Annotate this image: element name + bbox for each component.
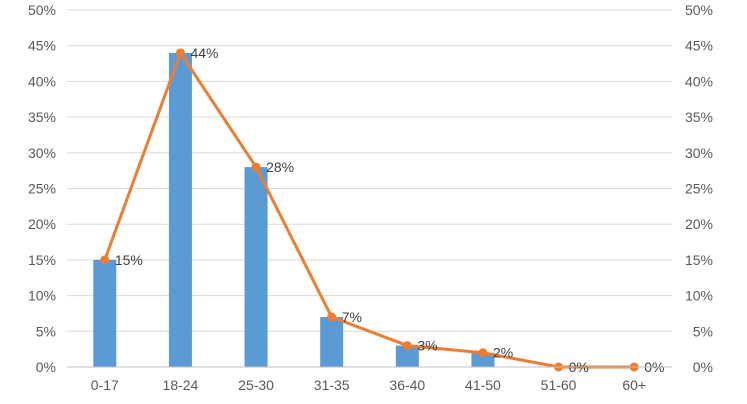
y-tick-label-right: 25% [685,181,713,197]
bar [244,167,268,367]
y-tick-label-left: 15% [28,252,56,268]
y-tick-label-left: 30% [28,145,56,161]
y-tick-label-right: 5% [693,323,713,339]
bar [93,259,117,367]
y-tick-label-right: 50% [685,2,713,18]
line-point [175,48,185,58]
y-tick-label-right: 15% [685,252,713,268]
x-tick-label: 18-24 [163,377,199,393]
x-tick-label: 25-30 [238,377,274,393]
line-point [251,162,261,172]
data-label: 7% [342,309,362,325]
x-tick-label: 0-17 [91,377,119,393]
y-tick-label-left: 40% [28,73,56,89]
line-point [478,348,488,358]
y-tick-label-left: 5% [36,323,56,339]
y-tick-label-right: 30% [685,145,713,161]
data-label: 28% [266,159,294,175]
line-point [402,341,412,351]
y-tick-label-left: 35% [28,109,56,125]
y-tick-label-right: 20% [685,216,713,232]
series-line [103,51,636,369]
x-tick-label: 51-60 [541,377,577,393]
y-tick-label-right: 0% [693,359,713,375]
y-tick-label-left: 50% [28,2,56,18]
y-axis-left: 0% 5% 10% 15% 20% 25% 30% 35% 40% 45% 50% [28,2,56,375]
y-axis-right: 0% 5% 10% 15% 20% 25% 30% 35% 40% 45% 50% [685,2,713,375]
x-tick-label: 31-35 [314,377,350,393]
bar-series [93,52,495,368]
bar [471,352,495,367]
y-tick-label-right: 40% [685,73,713,89]
y-tick-label-left: 20% [28,216,56,232]
bar [320,317,344,367]
line-point [100,255,110,265]
y-tick-label-left: 25% [28,181,56,197]
y-tick-label-right: 45% [685,38,713,54]
line-point [327,312,337,322]
x-tick-label: 36-40 [389,377,425,393]
y-tick-label-left: 0% [36,359,56,375]
data-labels: 15%44%28%7%3% 2%0% 0% [115,45,665,375]
y-tick-label-left: 45% [28,38,56,54]
x-axis: 0-17 18-24 25-30 31-35 36-40 41-50 51-60 60+ [67,366,672,393]
x-tick-label: 41-50 [465,377,501,393]
y-tick-label-right: 35% [685,109,713,125]
y-tick-label-left: 10% [28,288,56,304]
bar [395,345,419,367]
data-label: 2% [493,345,513,361]
bar [168,52,192,368]
y-tick-label-right: 10% [685,288,713,304]
data-label: 44% [190,45,218,61]
gridlines [67,9,672,332]
data-label: 15% [115,252,143,268]
x-tick-label: 60+ [622,377,646,393]
data-label: 3% [417,338,437,354]
